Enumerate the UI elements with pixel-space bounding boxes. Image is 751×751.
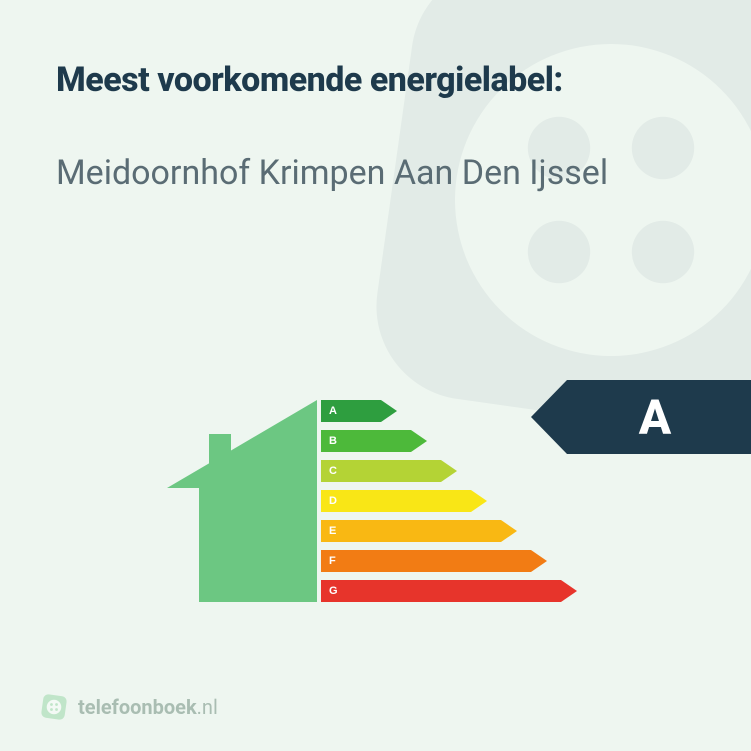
brand-logo-icon [40, 693, 68, 721]
energy-bar-f [321, 550, 547, 572]
brand-tld: .nl [197, 695, 218, 719]
brand-text: telefoonboek.nl [78, 695, 218, 719]
energy-bar-e [321, 520, 517, 542]
house-icon [167, 400, 317, 602]
energy-bar-g [321, 580, 577, 602]
energy-bar-label-d: D [329, 495, 337, 507]
footer: telefoonboek.nl [40, 693, 218, 721]
page-title: Meest voorkomende energielabel: [56, 60, 695, 100]
energy-bar-label-c: C [329, 465, 337, 477]
selected-label-badge: A [531, 380, 751, 454]
energy-bar-label-g: G [329, 585, 338, 597]
energy-bar-label-e: E [329, 525, 336, 537]
energy-bar-c [321, 460, 457, 482]
energy-bar-label-b: B [329, 435, 337, 447]
location-subtitle: Meidoornhof Krimpen Aan Den Ijssel [56, 152, 616, 195]
brand-name: telefoonboek [78, 695, 197, 719]
selected-label-letter: A [531, 380, 751, 454]
energy-label-chart: A B C D E F G [155, 380, 585, 640]
energy-bar-label-a: A [329, 405, 337, 417]
energy-bar-d [321, 490, 487, 512]
energy-bar-label-f: F [329, 555, 336, 567]
